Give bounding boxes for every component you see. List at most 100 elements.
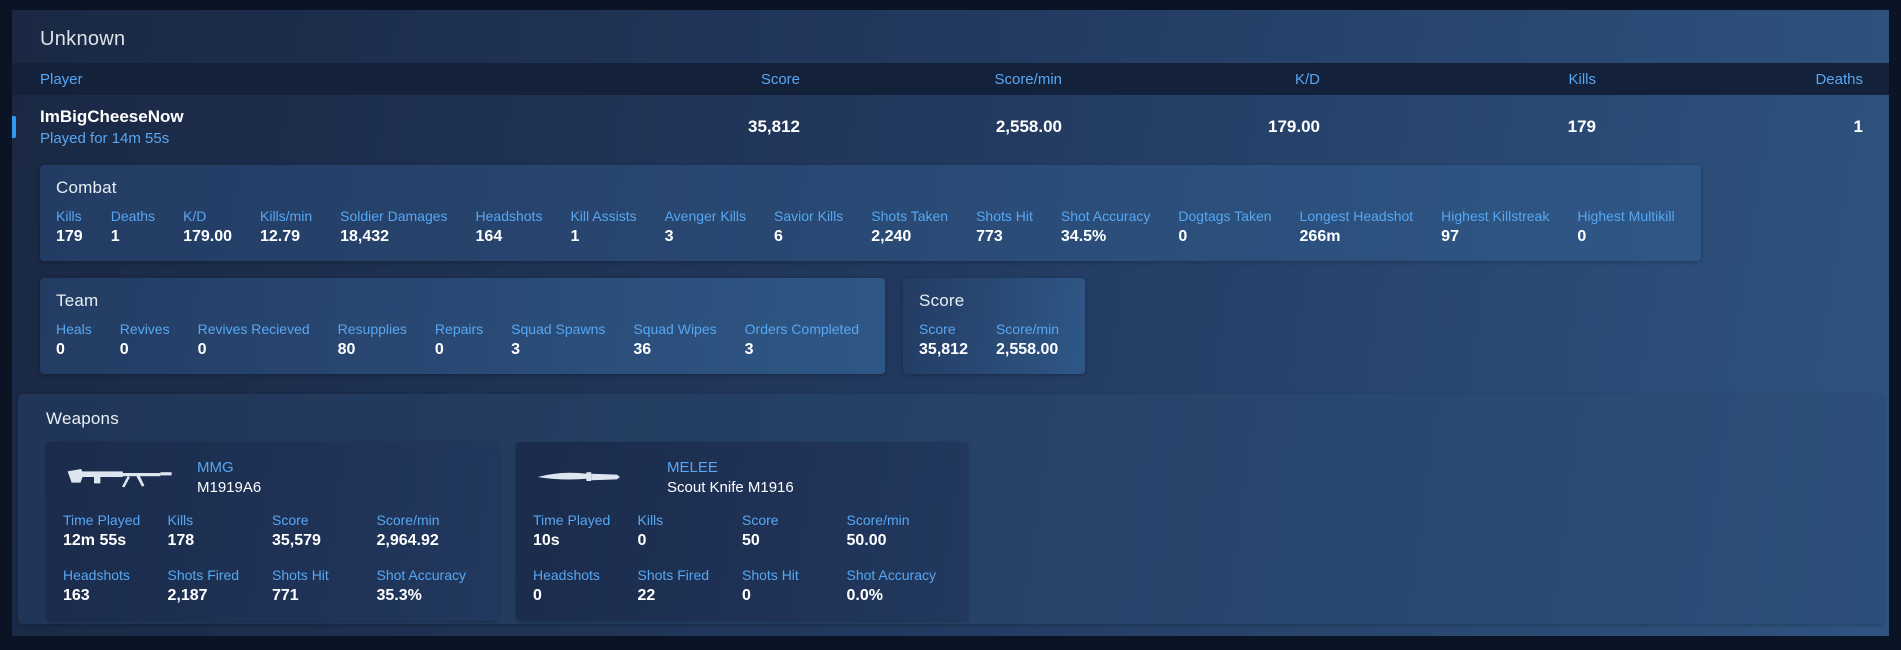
stat-item: Headshots 0 [533,567,638,605]
stat-item: Kills 0 [638,512,743,550]
stat-item: Dogtags Taken 0 [1178,208,1271,246]
stat-value: 6 [774,228,783,245]
stat-label: Resupplies [337,321,407,337]
weapon-name: Scout Knife M1916 [667,478,794,496]
stat-value: 35,579 [272,532,321,549]
stat-label: Squad Spawns [511,321,606,337]
player-kd-cell: 179.00 [1268,116,1320,136]
stat-label: Squad Wipes [633,321,717,337]
weapon-header: MELEE Scout Knife M1916 [533,457,951,497]
stat-item: Score 35,812 [919,321,968,359]
stat-label: Kills [167,512,194,528]
stat-item: Squad Spawns 3 [511,321,605,359]
stat-item: Shots Hit 0 [742,567,847,605]
stat-item: Shot Accuracy 34.5% [1061,208,1151,246]
knife-silhouette-icon [533,466,651,488]
stat-item: Savior Kills 6 [774,208,843,246]
stat-item: K/D 179.00 [183,208,232,246]
stat-label: Repairs [434,321,484,337]
stat-value: 35,812 [919,341,968,358]
stat-item: Soldier Damages 18,432 [340,208,447,246]
scoreboard-header-row: Player Score Score/min K/D Kills Deaths [12,63,1889,95]
stat-label: Score [742,512,779,528]
weapon-card-melee: MELEE Scout Knife M1916 Time Played 10s … [516,442,968,621]
column-header-deaths: Deaths [1815,70,1863,88]
stat-label: Shot Accuracy [1060,208,1151,224]
stat-value: 2,558.00 [995,341,1059,358]
stat-label: Shots Hit [742,567,799,583]
column-header-score: Score [760,70,800,88]
weapon-names: MMG M1919A6 [197,459,261,496]
stat-value: 34.5% [1060,228,1107,245]
stat-value: 0 [533,587,542,604]
stat-value: 3 [744,341,754,358]
stat-item: Shots Fired 22 [638,567,743,605]
player-row[interactable]: ImBigCheeseNow Played for 14m 55s 35,812… [12,95,1889,158]
stat-label: Score [272,512,309,528]
stat-value: 35.3% [376,587,422,604]
stat-label: Highest Killstreak [1441,208,1550,224]
stat-value: 1 [110,228,120,245]
column-header-score-min: Score/min [994,70,1062,88]
stat-item: Squad Wipes 36 [633,321,716,359]
stat-label: Revives [119,321,170,337]
stat-label: Kill Assists [570,208,637,224]
stat-label: Avenger Kills [664,208,747,224]
stat-value: 3 [664,228,674,245]
stat-label: Longest Headshot [1299,208,1414,224]
stat-label: Shots Hit [272,567,329,583]
stat-value: 97 [1441,228,1459,245]
stat-label: Headshots [475,208,543,224]
weapon-names: MELEE Scout Knife M1916 [667,459,794,496]
stat-item: Time Played 10s [533,512,638,550]
stat-item: Shot Accuracy 0.0% [847,567,952,605]
stat-value: 18,432 [340,228,390,245]
stat-value: 164 [475,228,503,245]
stat-label: Headshots [533,567,600,583]
stat-label: Kills [56,208,82,224]
team-title: Team [56,291,99,310]
stat-label: Time Played [63,512,141,528]
stat-value: 80 [337,341,356,358]
stat-label: Orders Completed [744,321,860,337]
stat-value: 12.79 [260,228,301,245]
stat-value: 266m [1299,228,1341,245]
stat-value: 773 [976,228,1003,245]
stat-value: 36 [633,341,652,358]
stat-item: Score/min 50.00 [847,512,952,550]
stat-item: Shots Taken 2,240 [871,208,948,246]
stat-item: Kills 179 [56,208,83,246]
column-header-kills: Kills [1568,70,1596,88]
stat-label: Savior Kills [774,208,844,224]
stat-value: 2,240 [871,228,912,245]
combat-card: Combat Kills 179 Deaths 1 K/D 179.00 [40,165,1701,261]
player-score-cell: 35,812 [748,116,800,136]
player-accent-tick [12,115,16,138]
stat-item: Score 50 [742,512,847,550]
stat-item: Heals 0 [56,321,92,359]
stat-value: 0 [1178,228,1188,245]
weapon-stats-grid: Time Played 12m 55s Kills 178 Score 35,5… [63,512,481,605]
team-score-row: Team Heals 0 Revives 0 Revives Recieved [40,278,1889,374]
stat-value: 0.0% [846,587,883,604]
stat-value: 771 [272,587,299,604]
stat-label: Deaths [110,208,156,224]
stat-item: Longest Headshot 266m [1300,208,1414,246]
column-header-kd: K/D [1294,70,1320,88]
stat-item: Highest Killstreak 97 [1441,208,1549,246]
stat-label: Shot Accuracy [846,567,937,583]
stat-item: Score 35,579 [272,512,377,550]
stat-label: Shots Fired [167,567,240,583]
stat-value: 0 [637,532,647,549]
stat-label: Shots Hit [976,208,1033,224]
stat-label: Revives Recieved [197,321,310,337]
stat-value: 0 [56,341,65,358]
stat-label: Score/min [995,321,1059,337]
stat-item: Revives 0 [120,321,170,359]
weapon-cards-row: MMG M1919A6 Time Played 12m 55s Kills [46,442,1883,621]
player-deaths-cell: 1 [1853,116,1863,136]
stat-label: Kills [637,512,664,528]
stat-label: Highest Multikill [1577,208,1675,224]
stat-item: Shots Hit 771 [272,567,377,605]
stat-value: 0 [119,341,129,358]
